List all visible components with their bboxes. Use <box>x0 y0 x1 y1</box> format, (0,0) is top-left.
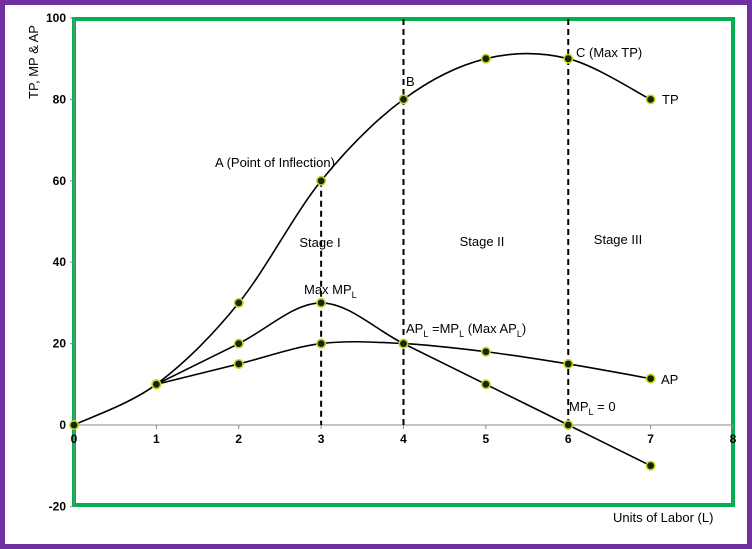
ap-eq-sub-1: L <box>423 329 428 339</box>
y-tick-label: 20 <box>53 337 67 351</box>
curves-layer <box>73 52 651 467</box>
y-tick-label: -20 <box>49 499 67 513</box>
y-tick-label: 80 <box>53 92 67 106</box>
x-tick-label: 6 <box>565 432 572 446</box>
x-tick-label: 1 <box>153 432 160 446</box>
mp-zero-subscript: L <box>589 407 594 417</box>
tp-point <box>69 419 80 430</box>
y-tick-label: 100 <box>46 11 66 25</box>
tp-curve <box>73 52 651 426</box>
mp-point <box>398 338 409 349</box>
x-tick-label: 7 <box>647 432 654 446</box>
mp-point <box>645 460 656 471</box>
ap-eq-sub-2: L <box>459 329 464 339</box>
y-axis-title: TP, MP & AP <box>26 25 41 99</box>
tp-point <box>480 53 491 64</box>
ap-eq-mid: =MP <box>428 321 459 336</box>
ap-point <box>233 358 244 369</box>
ap-eq-tail: (Max AP <box>464 321 517 336</box>
y-tick-label: 60 <box>53 174 67 188</box>
ap-point <box>480 346 491 357</box>
points-layer <box>69 53 656 471</box>
point-c-label: C (Max TP) <box>576 45 642 60</box>
tp-point <box>233 297 244 308</box>
mp-zero-tail: = 0 <box>594 399 616 414</box>
ap-equals-mp-label: APL =MPL (Max APL) <box>406 321 526 339</box>
tp-point <box>398 94 409 105</box>
x-tick-label: 8 <box>730 432 737 446</box>
ap-point <box>563 358 574 369</box>
max-mp-subscript: L <box>352 290 357 300</box>
x-tick-label: 2 <box>235 432 242 446</box>
x-tick-label: 4 <box>400 432 407 446</box>
stage-1-label: Stage I <box>299 235 340 250</box>
ticks-layer: 0 1 2 3 4 5 6 7 8 -20 0 20 40 60 80 100 <box>46 11 737 513</box>
stage-2-label: Stage II <box>460 234 505 249</box>
mp-point <box>316 297 327 308</box>
tp-series-label: TP <box>662 92 679 107</box>
ap-point <box>645 373 656 384</box>
ap-eq-close: ) <box>522 321 526 336</box>
ap-eq-ap: AP <box>406 321 423 336</box>
x-tick-label: 0 <box>71 432 78 446</box>
tp-point <box>316 175 327 186</box>
y-tick-label: 40 <box>53 255 67 269</box>
mp-point <box>480 379 491 390</box>
point-a-label: A (Point of Inflection) <box>215 155 335 170</box>
max-mp-text: Max MP <box>304 282 352 297</box>
mp-zero-label: MPL = 0 <box>569 399 616 417</box>
tp-point <box>645 94 656 105</box>
y-tick-label: 0 <box>59 418 66 432</box>
ap-series-label: AP <box>661 372 678 387</box>
x-tick-label: 5 <box>483 432 490 446</box>
mp-point <box>151 379 162 390</box>
mp-zero-text: MP <box>569 399 589 414</box>
x-tick-label: 3 <box>318 432 325 446</box>
mp-point <box>563 419 574 430</box>
point-b-label: B <box>406 74 415 89</box>
ap-point <box>316 338 327 349</box>
mp-point <box>233 338 244 349</box>
ap-eq-sub-3: L <box>517 329 522 339</box>
max-mp-label: Max MPL <box>304 282 357 300</box>
stage-3-label: Stage III <box>594 232 642 247</box>
x-axis-title: Units of Labor (L) <box>613 510 713 525</box>
tp-point <box>563 53 574 64</box>
